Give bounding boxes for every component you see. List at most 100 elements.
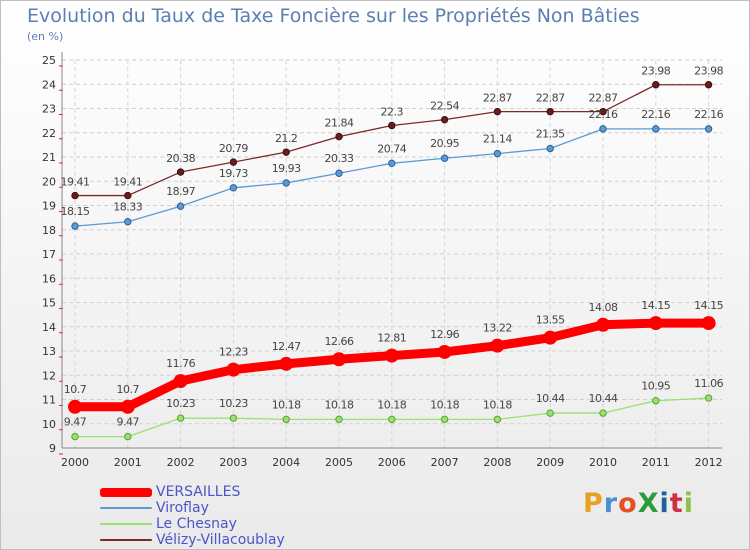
data-label-versailles: 14.08 bbox=[589, 301, 618, 314]
data-label-viroflay: 21.35 bbox=[536, 128, 565, 141]
data-point-velizy bbox=[176, 168, 185, 176]
data-label-versailles: 14.15 bbox=[641, 299, 670, 312]
data-point-velizy bbox=[704, 81, 713, 89]
legend-label-versailles: VERSAILLES bbox=[156, 484, 241, 500]
data-label-viroflay: 18.33 bbox=[113, 201, 142, 214]
data-label-viroflay: 22.16 bbox=[589, 108, 618, 121]
data-label-versailles: 12.47 bbox=[272, 340, 301, 353]
logo-letter: o bbox=[618, 488, 638, 519]
legend: VERSAILLES Viroflay Le Chesnay Vélizy-Vi… bbox=[100, 484, 285, 548]
data-point-velizy bbox=[282, 148, 290, 156]
legend-swatch-versailles bbox=[100, 487, 152, 497]
data-label-viroflay: 19.93 bbox=[272, 162, 301, 175]
x-tick-label: 2008 bbox=[483, 456, 511, 469]
legend-label-viroflay: Viroflay bbox=[156, 500, 209, 516]
x-tick-label: 2009 bbox=[536, 456, 564, 469]
y-tick-label: 14 bbox=[42, 321, 56, 334]
data-point-viroflay bbox=[335, 169, 343, 177]
y-tick-label: 18 bbox=[42, 224, 56, 237]
y-tick-label: 19 bbox=[42, 200, 56, 213]
data-label-viroflay: 20.95 bbox=[430, 137, 459, 150]
data-label-versailles: 14.15 bbox=[694, 299, 723, 312]
data-point-le-chesnay bbox=[546, 409, 554, 417]
data-point-versailles bbox=[596, 317, 610, 332]
data-point-le-chesnay bbox=[335, 415, 343, 424]
data-point-velizy bbox=[599, 107, 607, 116]
data-label-le-chesnay: 10.18 bbox=[325, 398, 354, 411]
data-point-viroflay bbox=[546, 144, 554, 153]
x-tick-label: 2011 bbox=[642, 456, 670, 469]
data-point-le-chesnay bbox=[229, 414, 238, 422]
data-label-versailles: 11.76 bbox=[166, 357, 195, 370]
data-point-viroflay bbox=[71, 222, 79, 230]
data-point-le-chesnay bbox=[599, 409, 607, 417]
data-label-viroflay: 22.16 bbox=[641, 108, 670, 121]
data-point-versailles bbox=[543, 330, 558, 345]
data-point-viroflay bbox=[493, 149, 502, 158]
data-point-velizy bbox=[388, 121, 396, 130]
data-point-velizy bbox=[652, 81, 660, 89]
data-point-viroflay bbox=[704, 125, 713, 133]
data-point-le-chesnay bbox=[124, 432, 132, 441]
data-label-versailles: 12.66 bbox=[325, 335, 354, 348]
data-point-versailles bbox=[120, 399, 135, 414]
x-tick-label: 2005 bbox=[325, 456, 353, 469]
y-tick-label: 24 bbox=[42, 78, 56, 91]
legend-entry: Vélizy-Villacoublay bbox=[100, 532, 285, 548]
data-label-le-chesnay: 9.47 bbox=[117, 416, 140, 429]
data-label-velizy: 22.87 bbox=[483, 92, 512, 105]
data-label-le-chesnay: 10.44 bbox=[589, 392, 618, 405]
data-label-velizy: 20.79 bbox=[219, 142, 248, 155]
x-tick-label: 2006 bbox=[378, 456, 406, 469]
y-axis-unit-label: (en %) bbox=[27, 30, 64, 43]
x-tick-label: 2000 bbox=[61, 456, 89, 469]
chart-title: Evolution du Taux de Taxe Foncière sur l… bbox=[27, 5, 640, 27]
data-label-le-chesnay: 10.95 bbox=[641, 380, 670, 393]
data-label-viroflay: 18.15 bbox=[61, 205, 90, 218]
data-point-versailles bbox=[437, 344, 452, 359]
x-tick-label: 2007 bbox=[431, 456, 459, 469]
data-point-velizy bbox=[440, 115, 449, 124]
data-label-le-chesnay: 10.18 bbox=[272, 398, 301, 411]
data-point-le-chesnay bbox=[440, 415, 449, 424]
data-label-viroflay: 20.33 bbox=[325, 152, 354, 165]
data-point-velizy bbox=[493, 107, 502, 116]
data-point-velizy bbox=[71, 191, 79, 200]
data-label-le-chesnay: 10.23 bbox=[166, 397, 195, 410]
data-label-velizy: 21.2 bbox=[275, 132, 298, 145]
data-labels: 10.7 10.7 11.76 12.23 12.47 12.66 12.81 12.96 13… bbox=[61, 65, 725, 429]
data-point-versailles bbox=[279, 356, 294, 371]
data-point-viroflay bbox=[282, 179, 290, 187]
data-label-le-chesnay: 11.06 bbox=[694, 377, 723, 390]
legend-swatch-velizy bbox=[100, 539, 152, 541]
data-point-le-chesnay bbox=[704, 394, 713, 402]
y-tick-label: 16 bbox=[42, 272, 56, 285]
data-label-le-chesnay: 9.47 bbox=[64, 416, 87, 429]
data-label-viroflay: 22.16 bbox=[694, 108, 723, 121]
data-point-velizy bbox=[229, 158, 238, 166]
data-label-le-chesnay: 10.18 bbox=[483, 398, 512, 411]
data-label-versailles: 12.96 bbox=[430, 328, 459, 341]
x-tick-label: 2002 bbox=[167, 456, 195, 469]
data-point-viroflay bbox=[652, 125, 660, 133]
data-label-velizy: 23.98 bbox=[694, 65, 723, 78]
data-point-velizy bbox=[546, 107, 554, 116]
legend-swatch-viroflay bbox=[100, 507, 152, 509]
data-label-le-chesnay: 10.23 bbox=[219, 397, 248, 410]
data-label-le-chesnay: 10.18 bbox=[377, 398, 406, 411]
x-tick-label: 2012 bbox=[695, 456, 723, 469]
data-label-versailles: 13.55 bbox=[536, 314, 565, 327]
axes: 9 10 11 12 13 14 15 16 17 18 19 20 21 22 23 24 25 2000 200… bbox=[42, 52, 723, 469]
y-tick-label: 11 bbox=[42, 394, 56, 407]
data-point-versailles bbox=[384, 348, 399, 363]
data-point-viroflay bbox=[176, 202, 185, 210]
logo-letter: i bbox=[659, 488, 670, 519]
data-label-velizy: 22.54 bbox=[430, 100, 459, 113]
logo-letter: X bbox=[637, 488, 660, 519]
series-layer bbox=[68, 81, 716, 441]
data-label-viroflay: 18.97 bbox=[166, 185, 195, 198]
logo-letter: r bbox=[603, 488, 619, 519]
data-label-velizy: 20.38 bbox=[166, 152, 195, 165]
data-label-le-chesnay: 10.18 bbox=[430, 398, 459, 411]
